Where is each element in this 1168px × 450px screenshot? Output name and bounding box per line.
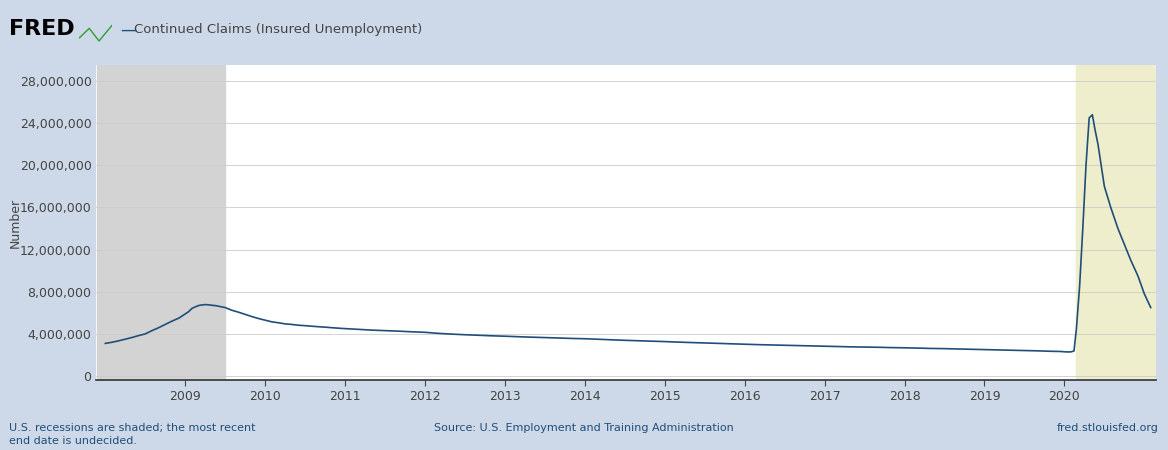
- Text: Source: U.S. Employment and Training Administration: Source: U.S. Employment and Training Adm…: [434, 423, 734, 433]
- Text: Continued Claims (Insured Unemployment): Continued Claims (Insured Unemployment): [134, 23, 423, 36]
- Text: fred.stlouisfed.org: fred.stlouisfed.org: [1057, 423, 1159, 433]
- Text: FRED: FRED: [9, 19, 75, 39]
- Text: —: —: [120, 20, 137, 38]
- Y-axis label: Number: Number: [9, 198, 22, 248]
- Text: U.S. recessions are shaded; the most recent
end date is undecided.: U.S. recessions are shaded; the most rec…: [9, 423, 256, 446]
- Bar: [97, 65, 225, 380]
- Bar: [1077, 65, 1156, 380]
